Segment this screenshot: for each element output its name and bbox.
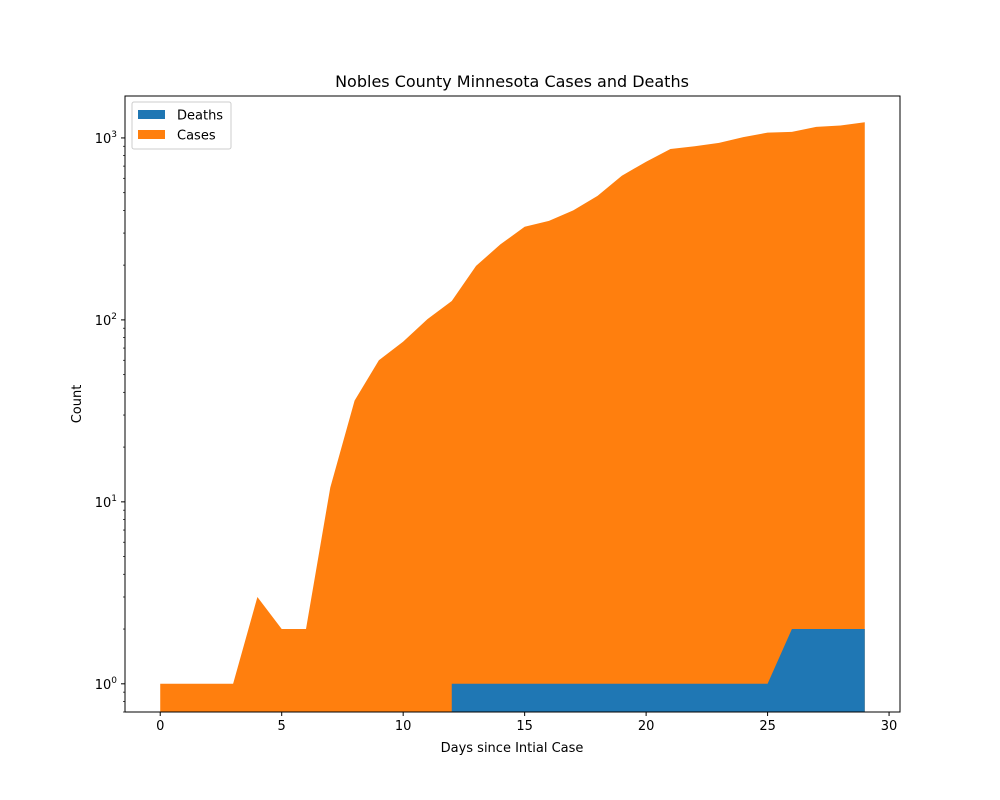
x-tick-label: 20 (638, 719, 655, 734)
chart-title: Nobles County Minnesota Cases and Deaths (335, 72, 689, 91)
legend-label-deaths: Deaths (177, 109, 223, 124)
x-tick-label: 5 (278, 719, 286, 734)
area-cases (160, 122, 865, 713)
x-tick-label: 10 (395, 719, 412, 734)
y-tick-label: 100 (95, 676, 118, 693)
y-axis-ticks: 100 101 102 103 (95, 130, 125, 713)
legend-swatch-deaths (138, 110, 165, 119)
area-deaths (451, 629, 865, 712)
x-tick-label: 25 (759, 719, 776, 734)
x-tick-label: 15 (516, 719, 533, 734)
y-axis-label: Count (70, 385, 85, 424)
x-tick-label: 30 (881, 719, 898, 734)
y-tick-label: 101 (95, 494, 117, 511)
legend-label-cases: Cases (177, 129, 216, 144)
plot-frame (124, 95, 901, 713)
x-axis-label: Days since Intial Case (441, 741, 584, 756)
legend: Deaths Cases (131, 101, 232, 150)
x-axis-ticks: 0 5 10 15 20 25 30 (156, 712, 897, 734)
y-tick-label: 102 (95, 312, 117, 329)
plot-layer (160, 122, 865, 713)
x-tick-label: 0 (156, 719, 164, 734)
y-tick-label: 103 (95, 130, 117, 147)
legend-swatch-cases (138, 130, 165, 139)
